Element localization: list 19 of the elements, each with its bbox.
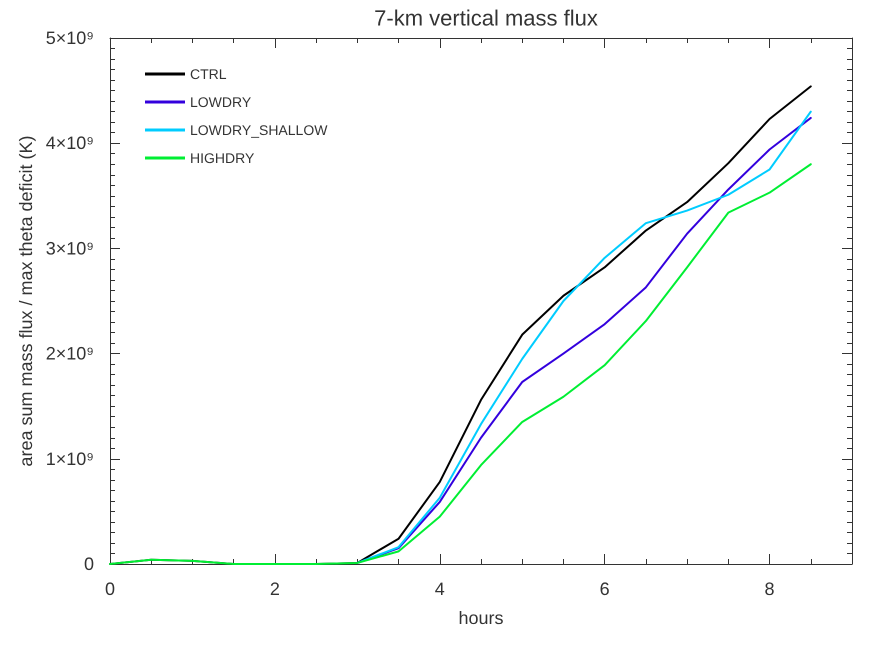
chart-title: 7-km vertical mass flux [374,6,598,30]
legend-label: LOWDRY [190,94,252,110]
y-tick-label: 4×10⁹ [46,133,94,154]
y-tick-label: 0 [84,554,94,574]
y-tick-label: 5×10⁹ [46,28,94,48]
y-tick-label: 2×10⁹ [46,344,94,364]
legend-label: CTRL [190,66,227,82]
y-tick-label: 3×10⁹ [46,238,94,258]
line-series [109,163,812,565]
x-tick-label: 0 [104,579,116,599]
x-tick-label: 6 [600,579,610,599]
x-tick-label: 8 [764,579,775,599]
y-tick-label: 1×10⁹ [46,448,94,469]
y-axis-title: area sum mass flux / max theta deficit (K) [16,135,36,467]
x-axis-title: hours [458,608,504,628]
legend-label: LOWDRY_SHALLOW [190,122,328,138]
legend-label: HIGHDRY [190,150,255,166]
x-tick-label: 2 [270,579,280,599]
x-tick-label: 4 [434,579,445,599]
